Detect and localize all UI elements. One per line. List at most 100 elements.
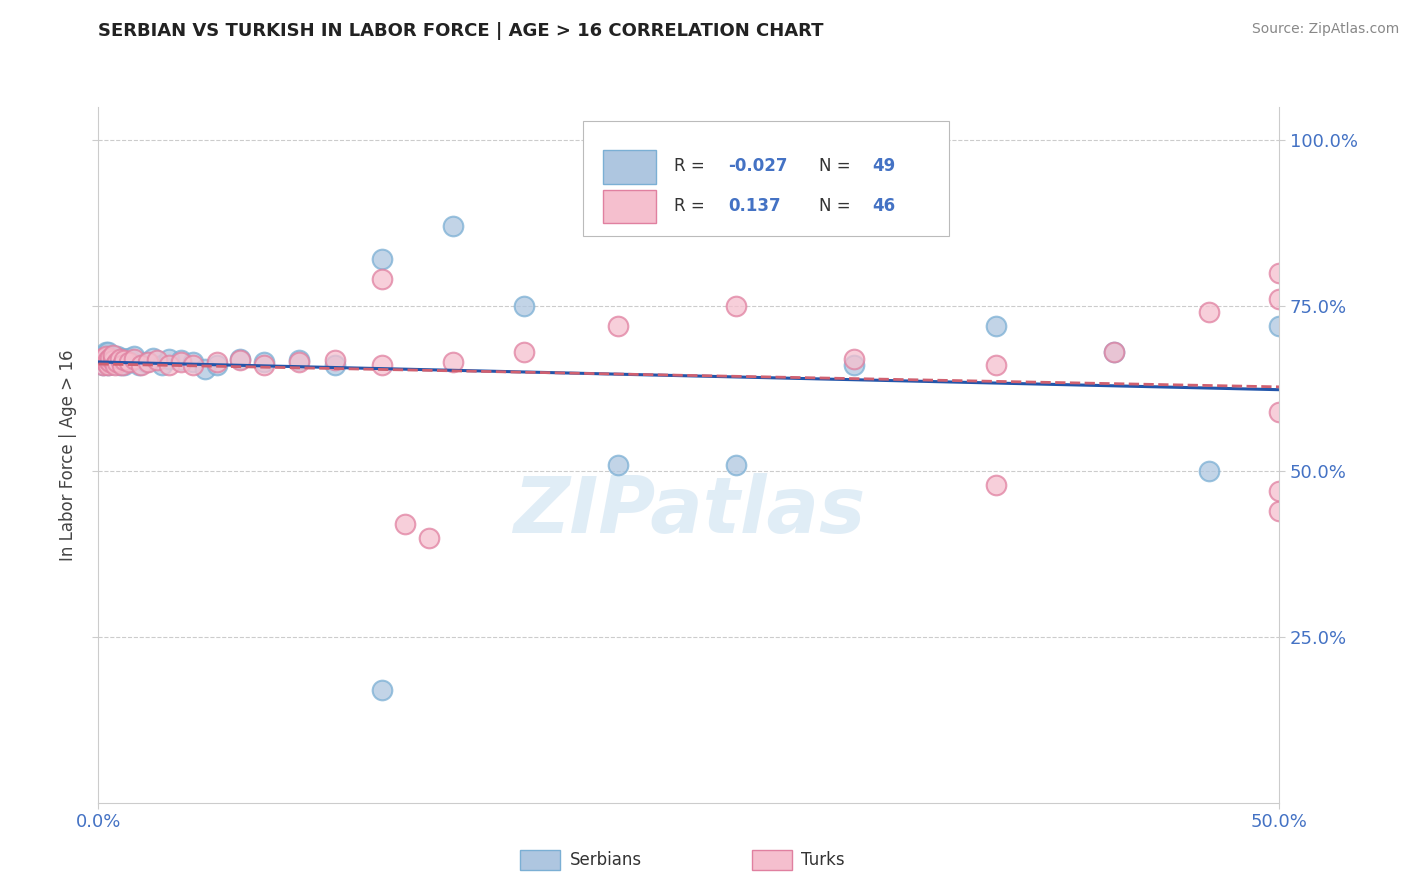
- Point: [112, 359, 135, 373]
- Point: [136, 355, 159, 369]
- Point: [105, 355, 128, 369]
- Text: 49: 49: [872, 157, 896, 175]
- Point: [1268, 266, 1291, 280]
- Point: [97, 345, 120, 359]
- Point: [1198, 465, 1220, 479]
- Point: [111, 359, 134, 373]
- Point: [984, 359, 1007, 373]
- Point: [108, 359, 131, 373]
- Point: [150, 359, 173, 373]
- Point: [122, 351, 145, 366]
- Point: [142, 351, 165, 365]
- Point: [105, 349, 128, 363]
- Point: [97, 353, 120, 368]
- Point: [108, 351, 131, 366]
- Point: [118, 355, 141, 369]
- Point: [441, 219, 464, 234]
- Point: [512, 299, 534, 313]
- Point: [97, 359, 120, 373]
- Point: [105, 353, 128, 368]
- Point: [101, 348, 124, 362]
- Point: [104, 351, 127, 365]
- Point: [607, 318, 630, 333]
- Point: [725, 299, 748, 313]
- Point: [229, 353, 252, 368]
- Point: [1198, 305, 1220, 319]
- Point: [98, 355, 121, 369]
- Point: [984, 477, 1007, 491]
- Point: [205, 359, 228, 373]
- Text: R =: R =: [673, 157, 710, 175]
- Point: [111, 355, 134, 369]
- Point: [91, 359, 114, 373]
- Point: [108, 353, 131, 368]
- Point: [112, 353, 135, 368]
- Point: [94, 355, 117, 369]
- Point: [194, 361, 217, 376]
- Point: [118, 351, 141, 365]
- Point: [128, 359, 150, 373]
- Point: [394, 517, 416, 532]
- Point: [135, 355, 157, 369]
- Point: [181, 359, 204, 373]
- Point: [122, 349, 145, 363]
- Point: [371, 683, 394, 698]
- Point: [170, 353, 193, 368]
- Point: [111, 351, 134, 365]
- Text: N =: N =: [818, 197, 851, 215]
- Point: [1268, 292, 1291, 306]
- Point: [288, 355, 311, 369]
- Point: [1268, 405, 1291, 419]
- Point: [371, 252, 394, 267]
- Point: [1268, 318, 1291, 333]
- Point: [371, 359, 394, 373]
- Point: [1268, 484, 1291, 499]
- Point: [101, 353, 124, 368]
- Point: [844, 359, 866, 373]
- Point: [104, 355, 127, 369]
- Point: [98, 349, 121, 363]
- Point: [91, 351, 114, 365]
- Point: [94, 355, 117, 369]
- Text: N =: N =: [818, 157, 851, 175]
- Point: [229, 351, 252, 366]
- Point: [1268, 504, 1291, 518]
- Point: [1102, 345, 1125, 359]
- Point: [512, 345, 534, 359]
- Point: [157, 351, 180, 366]
- Text: Source: ZipAtlas.com: Source: ZipAtlas.com: [1251, 22, 1399, 37]
- Point: [844, 351, 866, 366]
- Point: [129, 359, 152, 373]
- Text: 46: 46: [872, 197, 896, 215]
- Text: 0.137: 0.137: [728, 197, 780, 215]
- Point: [157, 359, 180, 373]
- FancyBboxPatch shape: [582, 121, 949, 235]
- Point: [97, 351, 120, 365]
- Point: [98, 351, 121, 366]
- Point: [91, 351, 114, 366]
- Point: [205, 355, 228, 369]
- Point: [98, 351, 121, 365]
- Point: [98, 355, 121, 369]
- Point: [288, 353, 311, 368]
- Point: [115, 353, 138, 368]
- Point: [97, 359, 120, 373]
- Point: [101, 351, 124, 366]
- Text: SERBIAN VS TURKISH IN LABOR FORCE | AGE > 16 CORRELATION CHART: SERBIAN VS TURKISH IN LABOR FORCE | AGE …: [98, 22, 824, 40]
- Point: [1102, 345, 1125, 359]
- Point: [104, 359, 127, 373]
- Point: [323, 353, 346, 368]
- Text: Serbians: Serbians: [569, 851, 641, 869]
- Point: [441, 355, 464, 369]
- Bar: [603, 190, 655, 223]
- Point: [94, 345, 117, 359]
- Point: [607, 458, 630, 472]
- Text: Turks: Turks: [801, 851, 845, 869]
- Point: [984, 318, 1007, 333]
- Point: [181, 355, 204, 369]
- Point: [418, 531, 440, 545]
- Point: [146, 353, 169, 368]
- Point: [371, 272, 394, 286]
- Y-axis label: In Labor Force | Age > 16: In Labor Force | Age > 16: [59, 349, 77, 561]
- Point: [323, 359, 346, 373]
